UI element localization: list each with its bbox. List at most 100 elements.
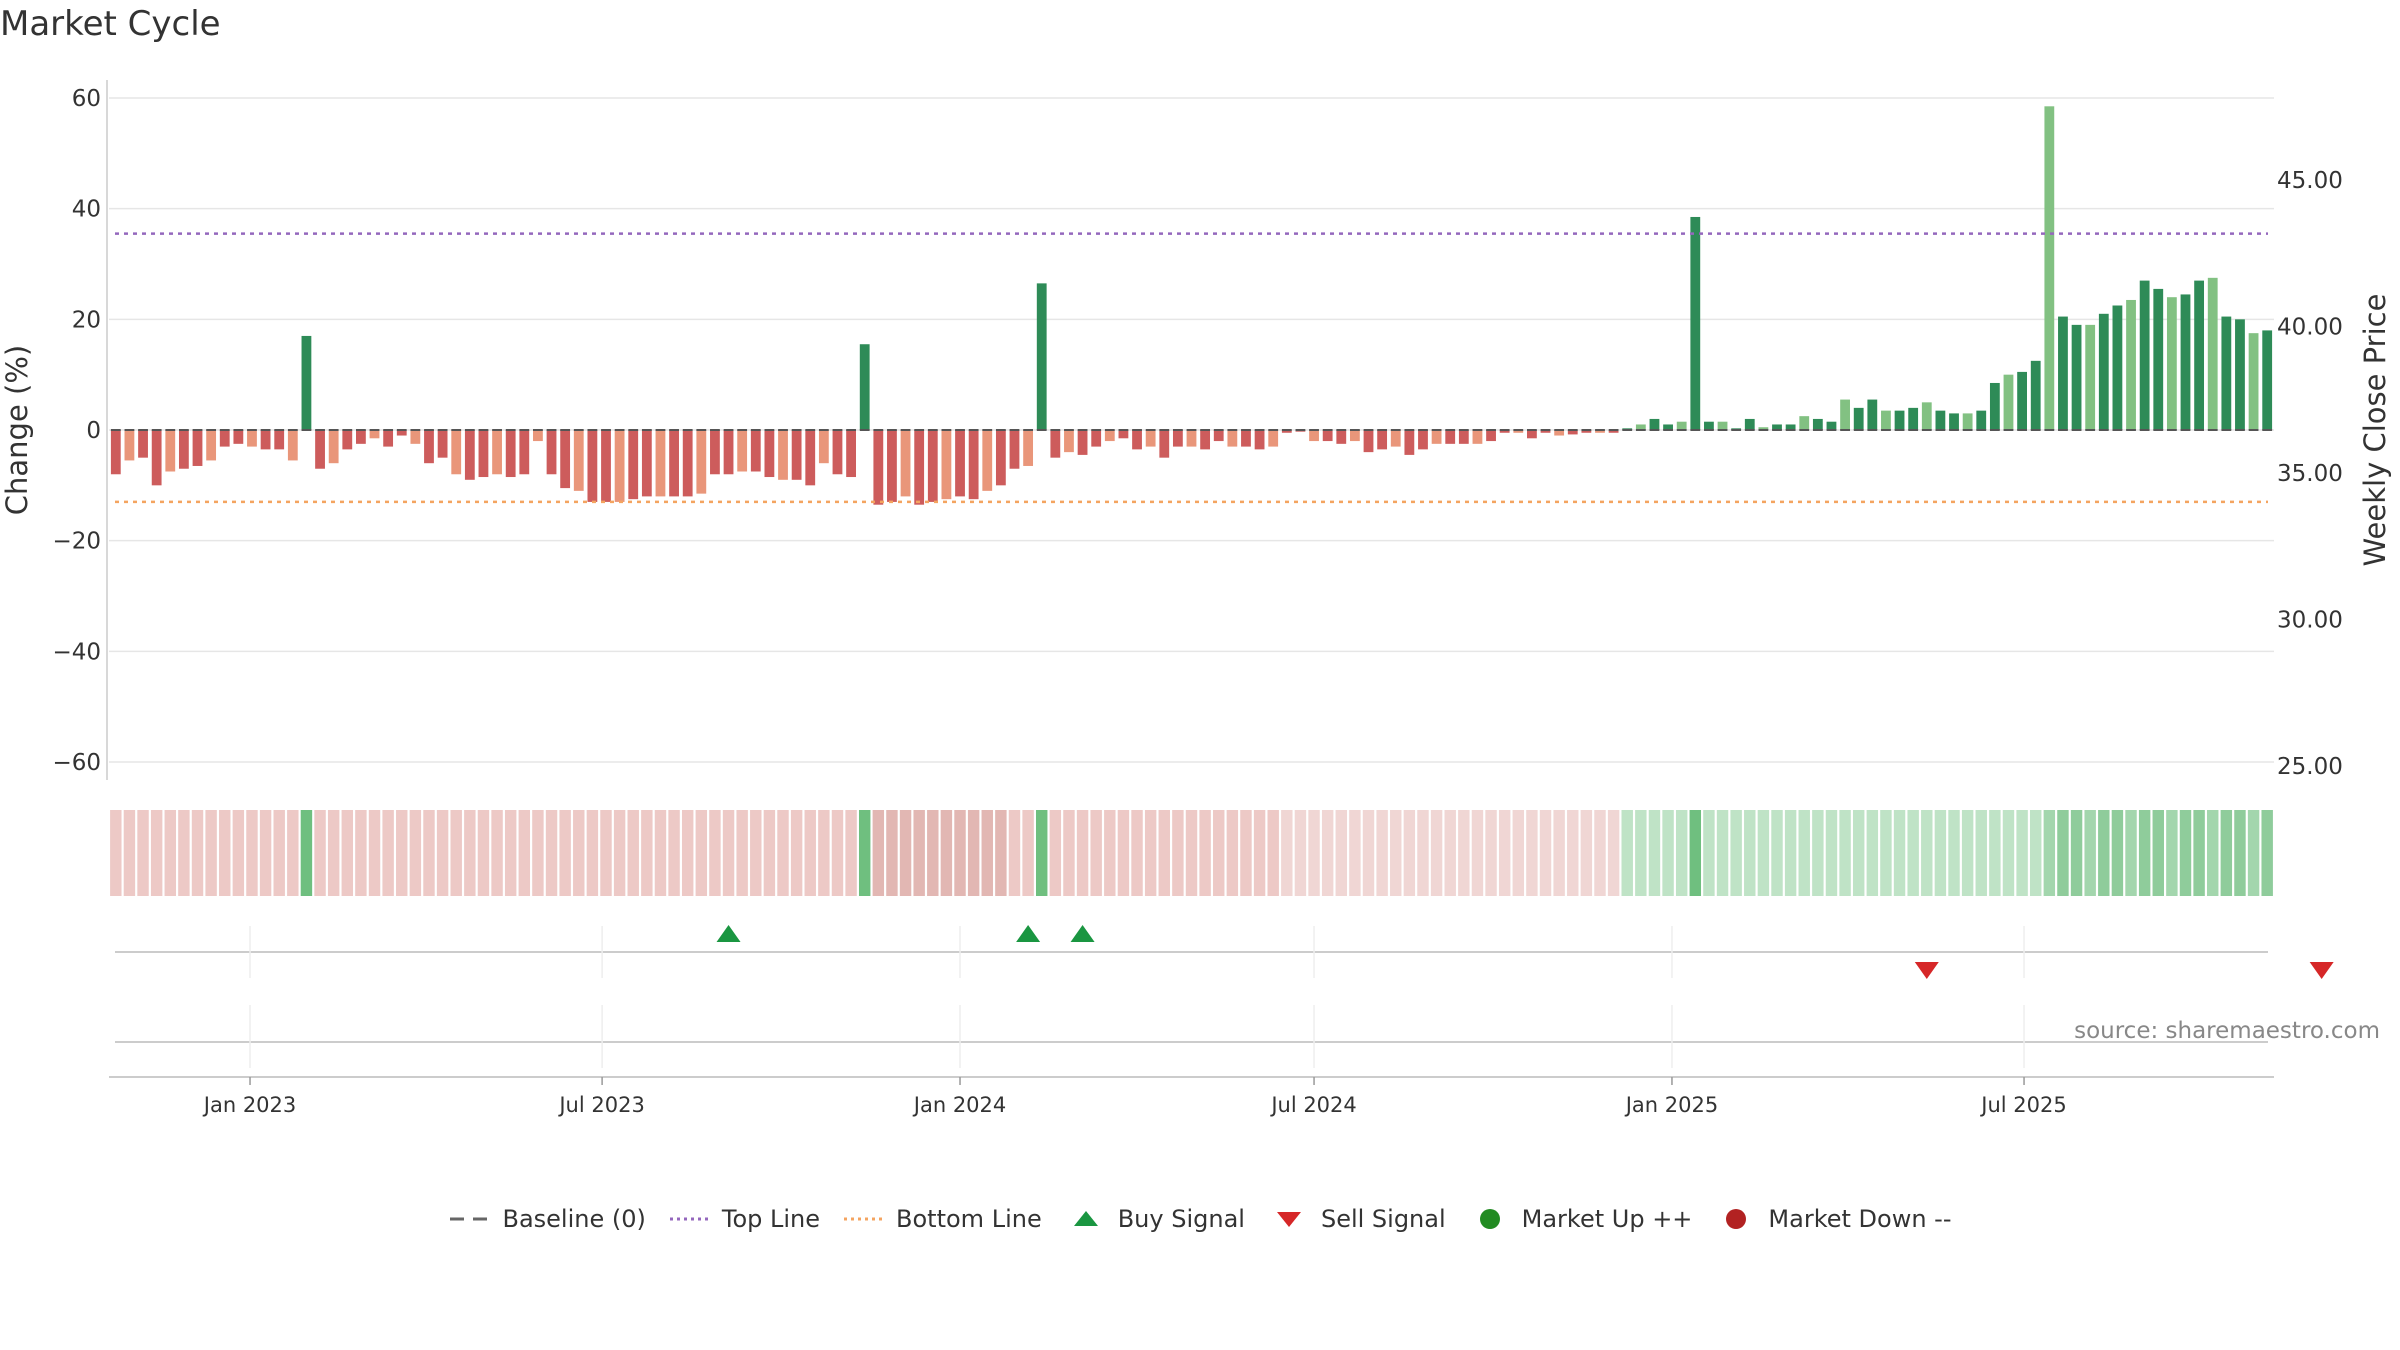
change-bar xyxy=(805,430,816,486)
market-state-cell xyxy=(613,810,626,896)
market-state-cell xyxy=(1090,810,1102,896)
change-bar xyxy=(1036,283,1047,430)
market-state-cell xyxy=(1948,810,1960,896)
market-state-cell xyxy=(695,810,708,896)
change-bar xyxy=(914,430,925,505)
change-bar xyxy=(1635,424,1646,430)
market-state-cell xyxy=(1036,810,1048,896)
market-state-cell xyxy=(1852,810,1865,896)
market-state-cell xyxy=(2152,810,2164,896)
market-state-cell xyxy=(1144,810,1157,896)
market-state-cell xyxy=(1825,810,1838,896)
market-state-cell xyxy=(1662,810,1674,896)
change-bar xyxy=(641,430,652,497)
market-state-cell xyxy=(1335,810,1347,896)
market-state-cell xyxy=(314,810,326,896)
change-bar xyxy=(1772,424,1782,430)
y-tick-label: −20 xyxy=(52,529,101,555)
y-tick-label: 0 xyxy=(86,418,101,444)
change-bar xyxy=(274,430,285,450)
change-bar xyxy=(1363,430,1374,453)
change-bar xyxy=(1527,430,1537,439)
change-bars xyxy=(110,106,2273,505)
change-bar xyxy=(1799,416,1810,430)
change-bar xyxy=(1704,421,1714,430)
change-bar xyxy=(1513,430,1524,433)
change-bar xyxy=(369,430,380,439)
market-state-cell xyxy=(600,810,612,896)
market-state-cell xyxy=(2234,810,2246,896)
market-state-cell xyxy=(586,810,599,896)
change-bar xyxy=(396,430,407,436)
legend-item: Market Down -- xyxy=(1714,1205,1952,1233)
market-state-cell xyxy=(858,810,871,896)
market-state-cell xyxy=(1444,810,1456,896)
market-state-cell xyxy=(1172,810,1184,896)
change-bar xyxy=(1186,430,1197,447)
market-state-cell xyxy=(913,810,925,896)
market-state-cell xyxy=(927,810,939,896)
market-state-cell xyxy=(1716,810,1729,896)
market-state-cell xyxy=(259,810,272,896)
legend-label: Top Line xyxy=(721,1205,821,1233)
market-state-cell xyxy=(954,810,966,896)
source-note: source: sharemaestro.com xyxy=(2074,1018,2380,1044)
change-bar xyxy=(2221,316,2232,430)
y-tick-label: 60 xyxy=(72,86,101,112)
market-state-cell xyxy=(1689,810,1702,896)
market-state-cell xyxy=(1567,810,1579,896)
change-bar xyxy=(1172,430,1183,447)
signal-markers xyxy=(716,925,2334,979)
market-state-cell xyxy=(559,810,571,896)
market-state-cell xyxy=(1390,810,1402,896)
change-bar xyxy=(587,430,598,502)
change-bar xyxy=(655,430,666,497)
market-state-cell xyxy=(722,810,735,896)
market-state-cell xyxy=(981,810,993,896)
change-bar xyxy=(1581,430,1592,433)
market-state-cell xyxy=(2179,810,2192,896)
change-bar xyxy=(2044,106,2055,431)
change-bar xyxy=(2139,280,2150,430)
change-bar xyxy=(1595,430,1605,433)
legend-label: Market Up ++ xyxy=(1521,1205,1693,1233)
change-bar xyxy=(315,430,325,469)
market-state-cell xyxy=(1921,810,1933,896)
market-state-cell xyxy=(1471,810,1484,896)
market-state-cell xyxy=(464,810,476,896)
market-state-cell xyxy=(1580,810,1593,896)
change-bar xyxy=(301,335,312,430)
market-state-cell xyxy=(1975,810,1987,896)
market-state-cell xyxy=(300,810,313,896)
market-state-cell xyxy=(1294,810,1307,896)
legend-item: Top Line xyxy=(668,1205,820,1233)
market-state-cell xyxy=(1812,810,1824,896)
change-bar xyxy=(941,430,952,500)
sell-signal-marker xyxy=(2309,962,2334,979)
change-bar xyxy=(1690,216,1701,430)
change-bar xyxy=(2030,360,2041,430)
change-bar xyxy=(1200,430,1211,450)
change-bar xyxy=(791,430,802,480)
market-state-cell xyxy=(654,810,667,896)
change-bar xyxy=(1322,430,1333,442)
market-state-cell xyxy=(763,810,776,896)
market-state-cell xyxy=(1757,810,1770,896)
change-bar xyxy=(505,430,516,478)
legend-item: Baseline (0) xyxy=(448,1205,646,1233)
legend-swatch-dot xyxy=(669,1217,710,1221)
change-bar xyxy=(151,430,162,486)
change-bar xyxy=(1159,430,1170,458)
market-state-cell xyxy=(1635,810,1647,896)
change-bar xyxy=(1418,430,1428,450)
market-state-cell xyxy=(899,810,912,896)
market-state-cell xyxy=(831,810,844,896)
change-bar xyxy=(832,430,843,475)
date-tick-label: Jan 2024 xyxy=(912,1093,1007,1117)
change-bar xyxy=(383,430,394,447)
market-state-cell xyxy=(1703,810,1715,896)
change-bar xyxy=(1540,430,1551,433)
market-state-cell xyxy=(1526,810,1538,896)
market-state-cell xyxy=(1253,810,1266,896)
market-state-cell xyxy=(2084,810,2096,896)
